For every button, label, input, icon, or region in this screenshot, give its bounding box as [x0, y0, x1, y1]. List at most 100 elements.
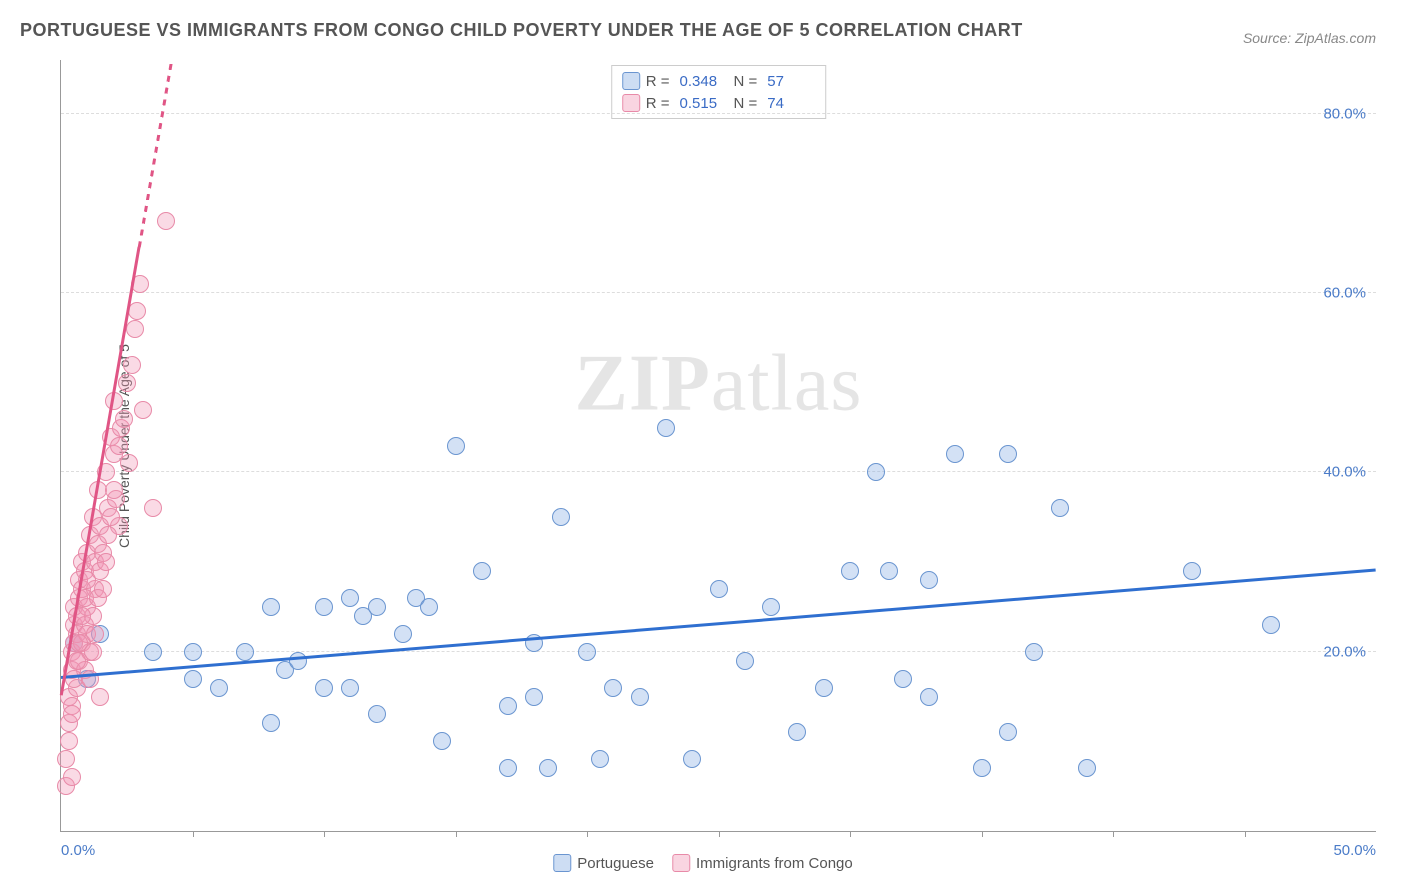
data-point-portuguese [1051, 499, 1069, 517]
data-point-portuguese [591, 750, 609, 768]
data-point-congo [84, 643, 102, 661]
n-label: N = [734, 95, 758, 112]
data-point-congo [128, 302, 146, 320]
correlation-legend: R = 0.348 N = 57 R = 0.515 N = 74 [611, 65, 827, 119]
gridline [61, 292, 1376, 293]
data-point-congo [63, 768, 81, 786]
data-point-congo [144, 499, 162, 517]
data-point-portuguese [236, 643, 254, 661]
data-point-portuguese [894, 670, 912, 688]
data-point-portuguese [447, 437, 465, 455]
data-point-portuguese [999, 723, 1017, 741]
data-point-congo [120, 454, 138, 472]
data-point-congo [110, 437, 128, 455]
data-point-congo [123, 356, 141, 374]
data-point-portuguese [1025, 643, 1043, 661]
r-label: R = [646, 73, 670, 90]
data-point-portuguese [683, 750, 701, 768]
legend-row-portuguese: R = 0.348 N = 57 [622, 70, 816, 92]
data-point-congo [91, 688, 109, 706]
data-point-portuguese [578, 643, 596, 661]
data-point-congo [86, 625, 104, 643]
data-point-congo [118, 374, 136, 392]
data-point-portuguese [815, 679, 833, 697]
legend-label-congo: Immigrants from Congo [696, 855, 853, 872]
data-point-portuguese [880, 562, 898, 580]
r-value-portuguese: 0.348 [680, 73, 728, 90]
swatch-blue-icon [553, 854, 571, 872]
x-tick [456, 831, 457, 837]
gridline [61, 651, 1376, 652]
data-point-portuguese [657, 419, 675, 437]
data-point-portuguese [710, 580, 728, 598]
data-point-congo [157, 212, 175, 230]
legend-item-congo: Immigrants from Congo [672, 854, 853, 872]
y-tick-label: 80.0% [1323, 105, 1366, 122]
data-point-portuguese [736, 652, 754, 670]
data-point-portuguese [841, 562, 859, 580]
x-tick [193, 831, 194, 837]
data-point-portuguese [552, 508, 570, 526]
data-point-portuguese [315, 679, 333, 697]
data-point-congo [115, 410, 133, 428]
data-point-portuguese [788, 723, 806, 741]
data-point-congo [126, 320, 144, 338]
x-tick-label: 0.0% [61, 842, 95, 859]
series-legend: Portuguese Immigrants from Congo [553, 854, 852, 872]
data-point-portuguese [262, 598, 280, 616]
y-tick-label: 60.0% [1323, 285, 1366, 302]
n-label: N = [734, 73, 758, 90]
data-point-congo [102, 508, 120, 526]
gridline [61, 471, 1376, 472]
data-point-portuguese [315, 598, 333, 616]
watermark-suffix: atlas [711, 339, 863, 427]
data-point-portuguese [210, 679, 228, 697]
data-point-portuguese [1262, 616, 1280, 634]
swatch-blue-icon [622, 72, 640, 90]
data-point-portuguese [289, 652, 307, 670]
data-point-portuguese [604, 679, 622, 697]
data-point-portuguese [368, 705, 386, 723]
data-point-portuguese [341, 679, 359, 697]
swatch-pink-icon [622, 94, 640, 112]
watermark-prefix: ZIP [575, 339, 711, 427]
legend-label-portuguese: Portuguese [577, 855, 654, 872]
x-tick [850, 831, 851, 837]
y-tick-label: 40.0% [1323, 464, 1366, 481]
r-value-congo: 0.515 [680, 95, 728, 112]
source-value: ZipAtlas.com [1295, 30, 1376, 46]
data-point-portuguese [539, 759, 557, 777]
data-point-congo [99, 526, 117, 544]
data-point-portuguese [144, 643, 162, 661]
data-point-portuguese [473, 562, 491, 580]
data-point-portuguese [999, 445, 1017, 463]
data-point-portuguese [420, 598, 438, 616]
data-point-portuguese [341, 589, 359, 607]
x-tick-label: 50.0% [1333, 842, 1376, 859]
legend-row-congo: R = 0.515 N = 74 [622, 92, 816, 114]
data-point-portuguese [1183, 562, 1201, 580]
data-point-portuguese [1078, 759, 1096, 777]
data-point-congo [97, 553, 115, 571]
n-value-portuguese: 57 [767, 73, 815, 90]
x-tick [982, 831, 983, 837]
data-point-portuguese [184, 643, 202, 661]
data-point-portuguese [920, 571, 938, 589]
data-point-congo [57, 750, 75, 768]
x-tick [719, 831, 720, 837]
gridline [61, 113, 1376, 114]
data-point-congo [134, 401, 152, 419]
data-point-portuguese [394, 625, 412, 643]
x-tick [324, 831, 325, 837]
data-point-portuguese [920, 688, 938, 706]
source-attribution: Source: ZipAtlas.com [1243, 30, 1376, 46]
swatch-pink-icon [672, 854, 690, 872]
chart-title: PORTUGUESE VS IMMIGRANTS FROM CONGO CHIL… [20, 20, 1023, 41]
data-point-portuguese [368, 598, 386, 616]
data-point-portuguese [184, 670, 202, 688]
data-point-congo [105, 481, 123, 499]
data-point-portuguese [433, 732, 451, 750]
data-point-portuguese [867, 463, 885, 481]
data-point-portuguese [762, 598, 780, 616]
data-point-portuguese [262, 714, 280, 732]
